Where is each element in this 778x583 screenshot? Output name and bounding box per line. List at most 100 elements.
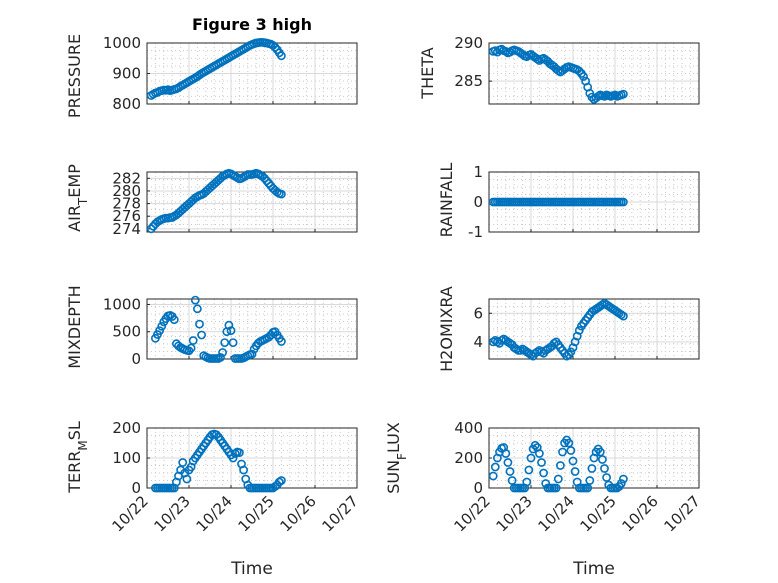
data-point	[211, 430, 221, 439]
y-tick-label: 4	[473, 333, 483, 351]
subplot-1: 800 900 1000 PRESSURE	[65, 34, 358, 118]
y-tick-label: 290	[454, 34, 483, 52]
data-point	[169, 315, 179, 325]
y-tick-label: 500	[112, 323, 141, 341]
subplot-2: 285 290 THETA	[418, 34, 700, 105]
y-tick-label: 1000	[103, 34, 141, 52]
data-point	[602, 473, 611, 482]
data-point	[619, 474, 628, 484]
x-tick-label: 10/26	[619, 492, 662, 535]
y-tick-label: 6	[473, 304, 483, 322]
data-point	[587, 464, 597, 473]
data-point	[551, 483, 561, 493]
data-point	[157, 321, 167, 331]
data-point	[619, 311, 628, 321]
x-tick-label: 10/25	[577, 492, 620, 535]
data-point	[526, 453, 536, 463]
y-axis-label: MIXDEPTH	[65, 285, 84, 368]
y-tick-label: 800	[112, 95, 141, 113]
data-point	[587, 92, 597, 102]
axes-border	[488, 42, 700, 105]
x-tick-label: 10/23	[151, 492, 194, 535]
data-point	[192, 304, 202, 314]
x-tick-label: 10/27	[661, 492, 704, 535]
data-point	[524, 465, 534, 475]
y-tick-label: 1	[473, 163, 483, 181]
y-tick-label: 0	[131, 479, 141, 497]
data-point	[276, 337, 286, 346]
data-point	[566, 347, 576, 357]
subplot-5: 0 500 1000 MIXDEPTH	[65, 285, 358, 369]
data-point	[598, 455, 607, 464]
y-tick-label: 285	[454, 72, 483, 90]
data-point	[568, 456, 578, 466]
data-point	[537, 458, 546, 467]
data-point	[264, 178, 274, 188]
data-point	[522, 477, 532, 487]
data-point	[488, 471, 498, 481]
data-point	[276, 476, 286, 485]
data-point	[195, 319, 204, 329]
y-axis-label: THETA	[418, 47, 437, 99]
y-tick-label: 0	[473, 479, 483, 497]
data-point	[539, 468, 548, 478]
subplot-4: -1 0 1 RAINFALL	[437, 163, 700, 241]
data-point	[276, 51, 286, 61]
y-tick-label: 900	[112, 65, 141, 83]
x-axis-label-left: Time	[230, 559, 273, 579]
data-point	[490, 462, 500, 472]
y-axis-label: AIRTEMP	[65, 164, 90, 232]
y-tick-label: 0	[473, 193, 483, 211]
subplot-6: 4 6 H2OMIXRA	[437, 286, 700, 372]
figure-title: Figure 3 high	[192, 15, 312, 34]
data-point	[216, 352, 225, 362]
y-tick-label: -1	[468, 223, 483, 241]
x-tick-label: 10/24	[193, 492, 236, 535]
data-point	[190, 295, 200, 305]
data-point	[583, 483, 593, 493]
x-axis-label-right: Time	[572, 559, 615, 579]
y-axis-label: RAINFALL	[437, 163, 456, 238]
axes-border	[488, 298, 700, 360]
data-point	[276, 189, 286, 199]
y-tick-label: 280	[112, 182, 141, 200]
data-point	[556, 461, 565, 470]
y-tick-label: 0	[131, 350, 141, 368]
data-point	[574, 325, 584, 335]
y-axis-label: TERRMSL	[65, 421, 90, 494]
y-tick-label: 200	[112, 419, 141, 437]
data-point	[228, 338, 238, 347]
data-point	[564, 438, 574, 448]
y-axis-label: H2OMIXRA	[437, 286, 456, 372]
data-point	[146, 224, 156, 234]
x-tick-label: 10/22	[109, 492, 152, 535]
data-point	[197, 330, 206, 340]
data-point	[616, 479, 626, 488]
y-tick-label: 274	[112, 220, 141, 238]
data-point	[188, 336, 198, 345]
y-tick-label: 278	[112, 195, 141, 213]
data-point	[570, 467, 580, 476]
data-point	[530, 440, 540, 450]
data-point	[535, 449, 544, 458]
data-point	[239, 465, 248, 475]
data-point	[566, 446, 576, 455]
y-axis-label: PRESSURE	[65, 34, 84, 118]
y-tick-label: 200	[454, 449, 483, 467]
data-point	[574, 66, 584, 76]
data-point	[234, 448, 244, 457]
data-point	[579, 72, 588, 81]
data-point	[182, 474, 192, 484]
data-point	[226, 326, 236, 335]
y-tick-label: 400	[454, 419, 483, 437]
data-point	[553, 474, 563, 484]
data-point	[220, 338, 230, 347]
data-point	[503, 458, 513, 467]
data-point	[619, 197, 628, 207]
y-tick-label: 100	[112, 449, 141, 467]
axes-border	[146, 298, 358, 360]
